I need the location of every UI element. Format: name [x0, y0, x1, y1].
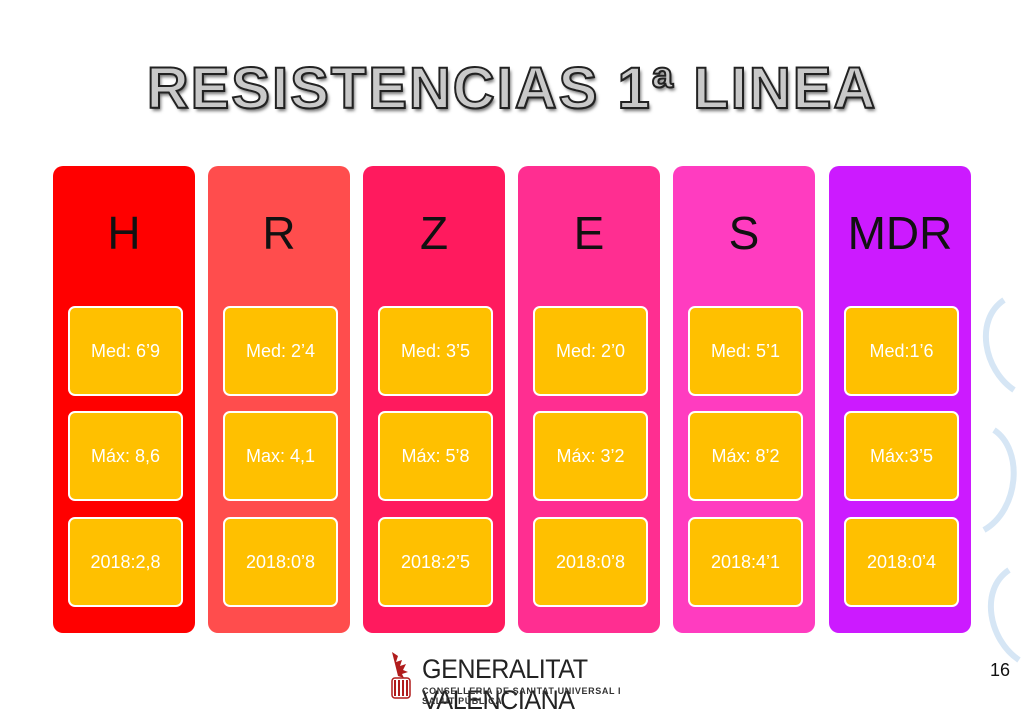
year-2018-box: 2018:2,8 — [68, 517, 183, 607]
max-box: Máx: 5’8 — [378, 411, 493, 501]
decorative-shapes — [982, 297, 1021, 663]
slide-title: RESISTENCIAS 1ª LINEA — [146, 55, 878, 122]
column-header: S — [728, 207, 760, 259]
median-box: Med: 3’5 — [378, 306, 493, 396]
column-z: Z Med: 3’5 Máx: 5’8 2018:2’5 — [363, 166, 505, 633]
year-2018-box: 2018:2’5 — [378, 517, 493, 607]
column-header: R — [262, 207, 296, 259]
valencian-coat-of-arms-icon — [391, 652, 411, 699]
org-name: GENERALITAT VALENCIANA — [422, 654, 588, 715]
column-header: H — [107, 207, 141, 259]
page-number: 16 — [990, 660, 1011, 680]
column-header: MDR — [847, 207, 953, 259]
column-s: S Med: 5’1 Máx: 8’2 2018:4’1 — [673, 166, 815, 633]
column-mdr: MDR Med:1’6 Máx:3’5 2018:0’4 — [829, 166, 971, 633]
max-box: Max: 4,1 — [223, 411, 338, 501]
max-box: Máx: 8’2 — [688, 411, 803, 501]
median-box: Med: 5’1 — [688, 306, 803, 396]
column-e: E Med: 2’0 Máx: 3’2 2018:0’8 — [518, 166, 660, 633]
year-2018-box: 2018:0’4 — [844, 517, 959, 607]
max-box: Máx: 3’2 — [533, 411, 648, 501]
max-box: Máx:3’5 — [844, 411, 959, 501]
org-subtitle: CONSELLERIA DE SANITAT UNIVERSAL I SALUT… — [422, 686, 622, 706]
median-box: Med: 2’0 — [533, 306, 648, 396]
max-box: Máx: 8,6 — [68, 411, 183, 501]
column-r: R Med: 2’4 Max: 4,1 2018:0’8 — [208, 166, 350, 633]
median-box: Med:1’6 — [844, 306, 959, 396]
column-h: H Med: 6’9 Máx: 8,6 2018:2,8 — [53, 166, 195, 633]
generalitat-logo: GENERALITAT VALENCIANA CONSELLERIA DE SA… — [386, 650, 656, 715]
year-2018-box: 2018:0’8 — [223, 517, 338, 607]
column-header: Z — [419, 207, 449, 259]
median-box: Med: 6’9 — [68, 306, 183, 396]
median-box: Med: 2’4 — [223, 306, 338, 396]
year-2018-box: 2018:4’1 — [688, 517, 803, 607]
column-header: E — [573, 207, 605, 259]
year-2018-box: 2018:0’8 — [533, 517, 648, 607]
resistance-columns: H Med: 6’9 Máx: 8,6 2018:2,8 R Med: 2’4 … — [53, 166, 973, 633]
